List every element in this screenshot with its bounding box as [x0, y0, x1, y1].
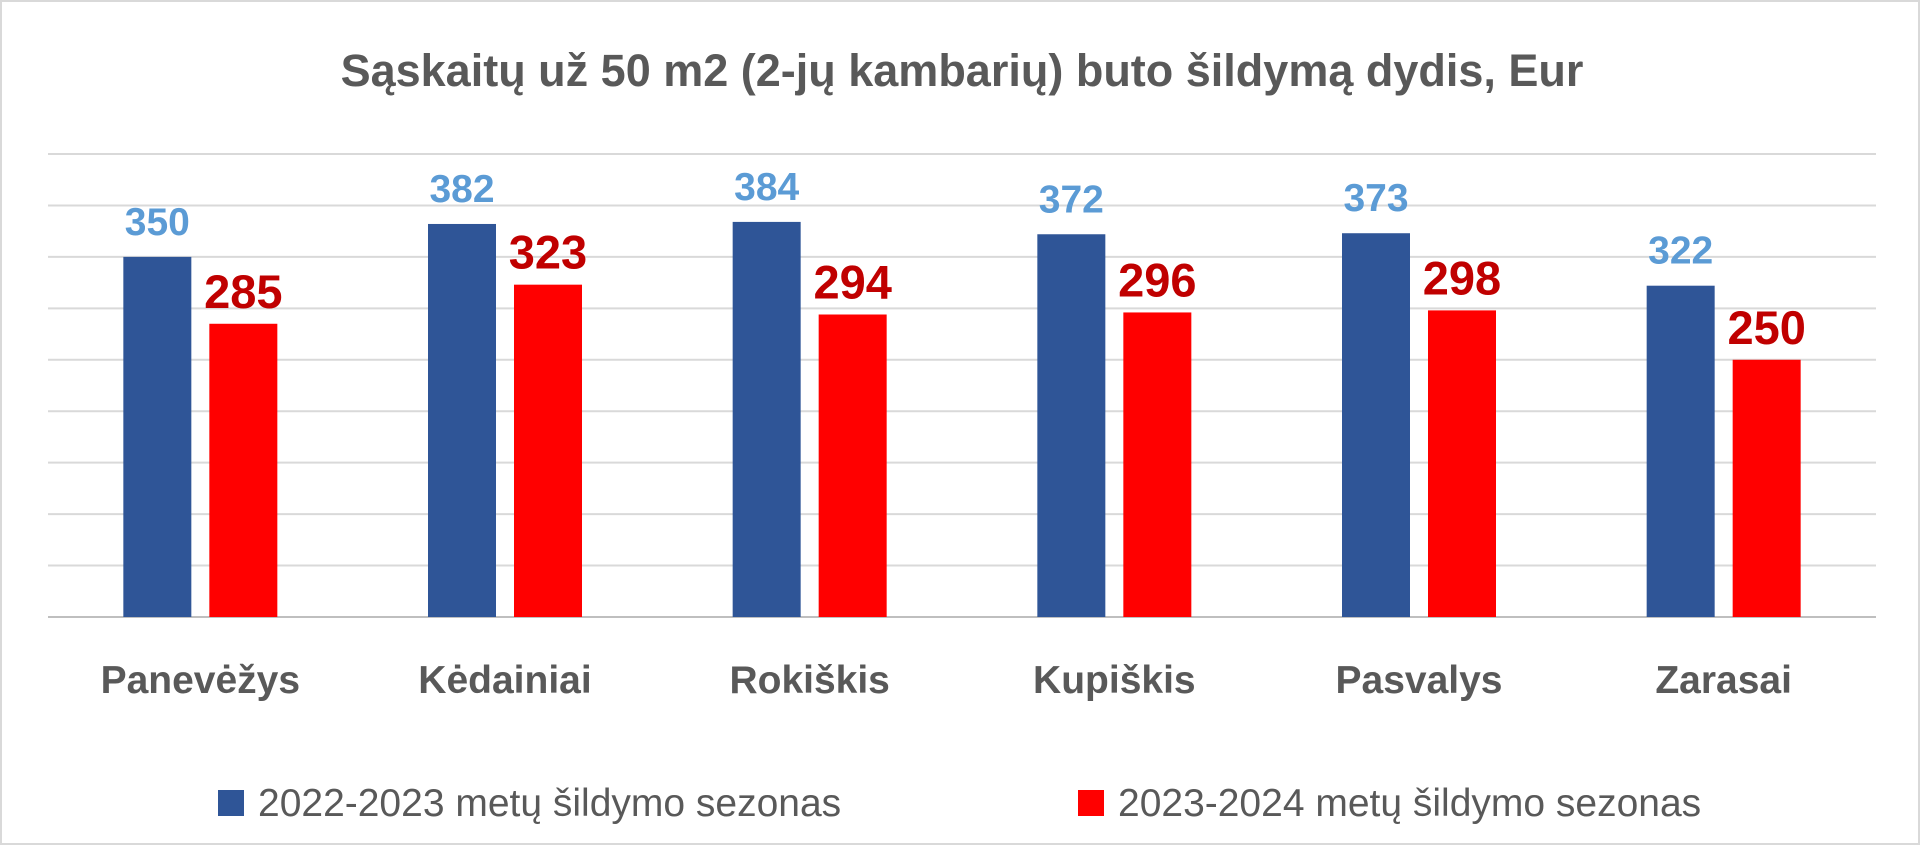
legend: 2022-2023 metų šildymo sezonas 2023-2024…	[218, 782, 1701, 825]
data-label-series2-3: 296	[1118, 253, 1196, 306]
bars	[123, 221, 1801, 618]
data-label-series1-5: 322	[1648, 230, 1713, 273]
data-label-series1-3: 372	[1039, 178, 1104, 221]
data-label-series2-5: 250	[1727, 301, 1805, 354]
bar-series2-1	[514, 284, 582, 617]
bar-series2-2	[818, 314, 887, 617]
data-label-series2-0: 285	[204, 265, 282, 318]
bar-series1-2	[732, 221, 801, 617]
bar-series1-4	[1342, 233, 1410, 618]
bar-series1-0	[123, 256, 192, 617]
gridlines	[48, 153, 1876, 618]
data-label-series1-2: 384	[734, 166, 799, 209]
chart-title: Sąskaitų už 50 m2 (2-jų kambarių) buto š…	[341, 45, 1584, 96]
data-label-series1-4: 373	[1343, 177, 1408, 220]
legend-label-2023-2024: 2023-2024 metų šildymo sezonas	[1118, 782, 1701, 825]
category-label-1: Kėdainiai	[418, 659, 591, 702]
bar-series2-5	[1732, 359, 1801, 617]
bar-series1-3	[1037, 234, 1106, 617]
legend-swatch-2022-2023	[218, 790, 244, 816]
bar-series2-4	[1428, 310, 1496, 617]
value-labels: 350 285 382 323 384 294 372 296 373 298 322 250	[125, 166, 1806, 354]
category-labels: Panevėžys Kėdainiai Rokiškis Kupiškis Pasval…	[101, 659, 1792, 702]
data-label-series2-4: 298	[1423, 251, 1501, 304]
bar-series1-5	[1646, 285, 1715, 617]
data-label-series1-0: 350	[125, 201, 190, 244]
category-label-2: Rokiškis	[729, 659, 889, 702]
data-label-series2-1: 323	[509, 226, 587, 279]
bar-series2-3	[1123, 312, 1192, 617]
category-label-3: Kupiškis	[1033, 659, 1196, 702]
data-label-series2-2: 294	[813, 256, 891, 309]
bar-series1-1	[428, 223, 496, 617]
category-label-0: Panevėžys	[101, 659, 300, 702]
bar-series2-0	[209, 323, 278, 617]
legend-swatch-2023-2024	[1078, 790, 1104, 816]
data-label-series1-1: 382	[429, 168, 494, 211]
legend-label-2022-2023: 2022-2023 metų šildymo sezonas	[258, 782, 841, 825]
category-label-5: Zarasai	[1655, 659, 1792, 702]
category-label-4: Pasvalys	[1336, 659, 1503, 702]
